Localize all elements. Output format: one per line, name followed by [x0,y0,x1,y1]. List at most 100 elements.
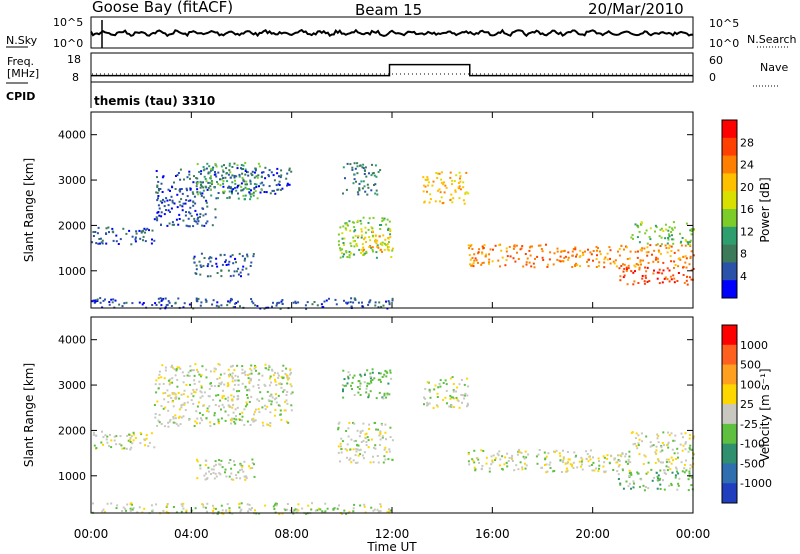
velocity-cell [224,410,227,413]
velocity-cell [216,378,219,380]
velocity-cell [675,466,677,469]
power-cell [690,228,693,231]
power-cell [379,228,382,230]
power-cell [368,300,371,303]
power-cell [294,300,297,303]
velocity-cell [236,394,239,397]
velocity-cell [674,474,677,477]
velocity-cell [180,503,183,506]
power-cell [482,247,485,249]
power-cell [191,191,194,194]
velocity-cell [498,450,501,453]
power-cell [193,220,196,223]
y-tick-label: 2000 [58,219,86,232]
power-cell [252,253,255,255]
velocity-cell [685,459,687,462]
power-cell [217,171,220,174]
velocity-cell [238,506,241,509]
power-cell [530,265,533,268]
power-cell [231,174,234,177]
power-cell [469,263,471,266]
velocity-cell [676,488,679,491]
power-cell [528,261,531,264]
power-cell [388,249,390,252]
power-cell [622,276,625,279]
power-cell [375,175,378,178]
power-cell [363,173,366,175]
power-cell [249,195,252,198]
velocity-cell [445,383,448,386]
power-cell [234,186,236,189]
power-cell [187,217,190,220]
velocity-cell [543,451,546,454]
power-cell [254,169,257,172]
velocity-cell [217,418,220,421]
velocity-cell [139,442,142,445]
velocity-cell [545,455,548,458]
power-cell [275,304,278,307]
velocity-cell [565,467,568,470]
velocity-cell [208,470,211,473]
velocity-cell [389,426,392,429]
velocity-cell [242,470,245,473]
power-cell [134,238,137,241]
power-cell [190,215,193,217]
power-cell [222,185,225,188]
power-cell [160,182,163,185]
power-cell [662,269,665,272]
velocity-cell [439,379,442,382]
power-cell [671,227,673,230]
velocity-cell [102,443,104,446]
velocity-cell [168,394,171,397]
power-cell [223,164,225,167]
power-cell [244,161,247,164]
velocity-cell [249,508,252,511]
velocity-cell [154,413,157,415]
power-cell [151,229,154,232]
velocity-cell [123,447,126,450]
velocity-cell [199,422,201,425]
power-cell [228,169,231,172]
velocity-cell [666,469,669,472]
velocity-cell [311,502,313,505]
power-cell [278,301,281,304]
velocity-cell [363,451,366,454]
velocity-cell [269,422,272,424]
velocity-cell [366,369,369,372]
velocity-cell [188,375,191,377]
velocity-cell [663,444,665,447]
velocity-cell [667,431,670,434]
power-cell [246,255,249,258]
velocity-cell [244,385,247,388]
power-cell [233,306,236,308]
velocity-cell [606,457,609,460]
power-cell [204,178,207,180]
power-cell [135,232,138,235]
velocity-cell [588,465,591,467]
velocity-cell [271,368,273,371]
power-cell [659,245,662,247]
velocity-cell [195,388,198,391]
power-cell [373,184,375,186]
power-cell [541,256,544,259]
power-cell [195,185,198,188]
power-cell [671,234,673,237]
power-cell [167,188,170,191]
power-cell [632,271,635,274]
velocity-cell [463,397,466,400]
power-cell [234,257,237,260]
power-cell [220,269,223,272]
velocity-cell [220,408,222,411]
power-cell [480,263,483,266]
velocity-cell [652,444,655,447]
velocity-colorbar-tick: 500 [740,359,761,372]
velocity-cell [466,405,468,408]
velocity-cell [257,408,260,411]
velocity-cell [672,459,674,462]
velocity-cell [184,409,187,412]
power-cell [247,273,250,276]
velocity-cell [362,457,365,460]
velocity-cell [428,402,431,405]
power-cell [323,300,326,303]
power-cell [125,232,128,235]
